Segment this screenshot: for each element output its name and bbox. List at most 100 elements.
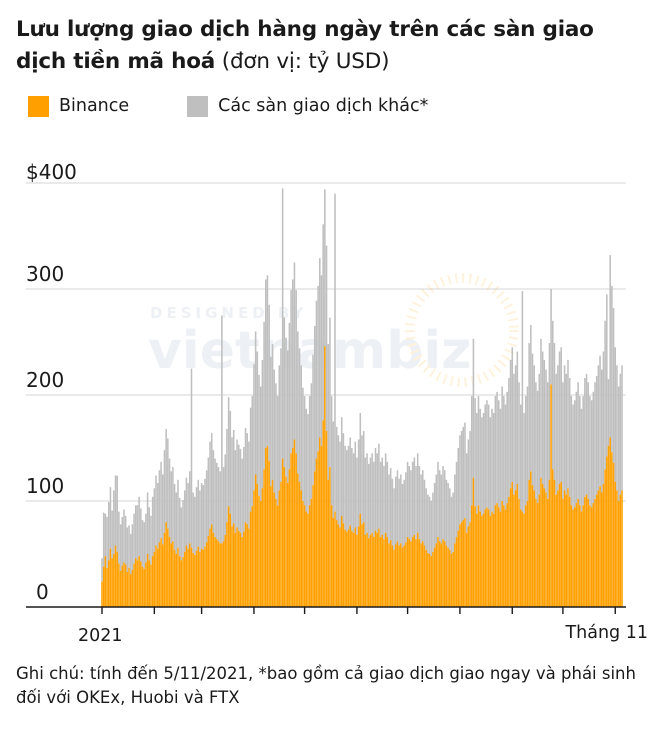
bar-others — [422, 470, 424, 542]
bar-others — [275, 383, 277, 499]
bar-others — [315, 300, 318, 459]
bar-others — [384, 453, 387, 533]
bar-binance — [283, 467, 286, 607]
bar-binance — [518, 498, 520, 607]
bar-others — [219, 471, 221, 544]
bar-others — [600, 369, 603, 493]
bar-others — [281, 188, 284, 459]
bar-binance — [119, 570, 122, 607]
bar-binance — [275, 498, 277, 607]
bar-binance — [535, 498, 537, 607]
y-tick-labels: $400 300 200 100 0 — [26, 160, 77, 604]
bar-binance — [207, 535, 210, 607]
bar-binance — [204, 546, 206, 607]
bar-others — [204, 478, 206, 547]
bar-binance — [236, 527, 238, 607]
bar-others — [141, 520, 144, 567]
bar-binance — [129, 574, 132, 607]
bar-others — [180, 507, 183, 561]
bar-others — [587, 382, 590, 499]
bar-others — [310, 383, 313, 499]
bar-others — [273, 369, 275, 493]
bar-binance — [189, 543, 191, 607]
bar-others — [410, 470, 412, 542]
bar-binance — [487, 509, 490, 607]
bar-others — [420, 474, 422, 544]
bar-binance — [170, 543, 172, 607]
bar-binance — [519, 509, 522, 607]
bar-binance — [273, 492, 275, 607]
bar-binance — [570, 505, 573, 607]
bar-others — [131, 524, 134, 570]
bar-others — [128, 525, 130, 568]
bar-others — [504, 404, 507, 510]
bar-others — [580, 408, 583, 512]
bar-others — [604, 320, 606, 470]
bar-binance — [611, 452, 613, 607]
bar-binance — [481, 515, 483, 607]
bar-binance — [373, 537, 375, 607]
bar-others — [548, 343, 551, 480]
bar-others — [199, 490, 201, 552]
bar-binance — [460, 522, 463, 607]
bar-binance — [491, 511, 493, 607]
bar-others — [172, 467, 174, 542]
bar-others — [541, 351, 544, 485]
bar-others — [146, 492, 149, 554]
bar-binance — [538, 494, 541, 607]
bar-binance — [467, 526, 470, 607]
bar-others — [217, 467, 220, 542]
bar-others — [550, 289, 552, 385]
bar-others — [552, 320, 554, 470]
bar-binance — [305, 511, 308, 607]
bar-binance — [221, 543, 223, 607]
bar-others — [406, 461, 409, 538]
bar-others — [577, 382, 579, 499]
bar-binance — [237, 530, 240, 607]
bar-others — [481, 417, 483, 516]
bar-binance — [379, 537, 382, 607]
bar-others — [616, 365, 618, 491]
bar-binance — [533, 490, 535, 607]
bar-others — [133, 513, 135, 564]
bar-binance — [292, 448, 294, 607]
bar-binance — [474, 506, 476, 607]
bar-others — [362, 431, 365, 523]
bar-binance — [104, 556, 107, 607]
watermark-line2: vietnambiz — [148, 321, 471, 381]
bar-others — [472, 338, 475, 478]
bar-others — [557, 365, 559, 491]
bar-others — [256, 351, 259, 485]
bar-binance — [599, 486, 601, 607]
bar-binance — [497, 507, 500, 607]
bar-others — [187, 482, 189, 549]
bar-others — [389, 468, 392, 541]
bar-binance — [552, 469, 554, 607]
bar-others — [511, 347, 514, 482]
bar-others — [359, 413, 362, 514]
bar-others — [207, 457, 210, 536]
bar-binance — [568, 496, 571, 607]
bar-others — [150, 515, 152, 565]
bar-others — [114, 475, 117, 546]
bar-binance — [200, 548, 203, 607]
bar-binance — [393, 549, 395, 607]
bar-binance — [511, 481, 514, 607]
bar-others — [506, 391, 508, 504]
bar-binance — [438, 541, 441, 607]
bar-others — [619, 373, 622, 495]
bar-others — [151, 496, 154, 557]
bar-binance — [587, 498, 590, 607]
bar-others — [298, 348, 301, 482]
bar-others — [200, 482, 203, 549]
bar-binance — [396, 541, 399, 607]
bar-binance — [514, 490, 517, 607]
bar-others — [261, 360, 264, 489]
bar-binance — [101, 581, 103, 607]
bar-others — [405, 472, 407, 543]
bar-binance — [146, 554, 149, 607]
bar-binance — [614, 481, 617, 607]
bar-binance — [398, 545, 400, 607]
bar-others — [251, 396, 254, 507]
bar-others — [259, 386, 262, 501]
